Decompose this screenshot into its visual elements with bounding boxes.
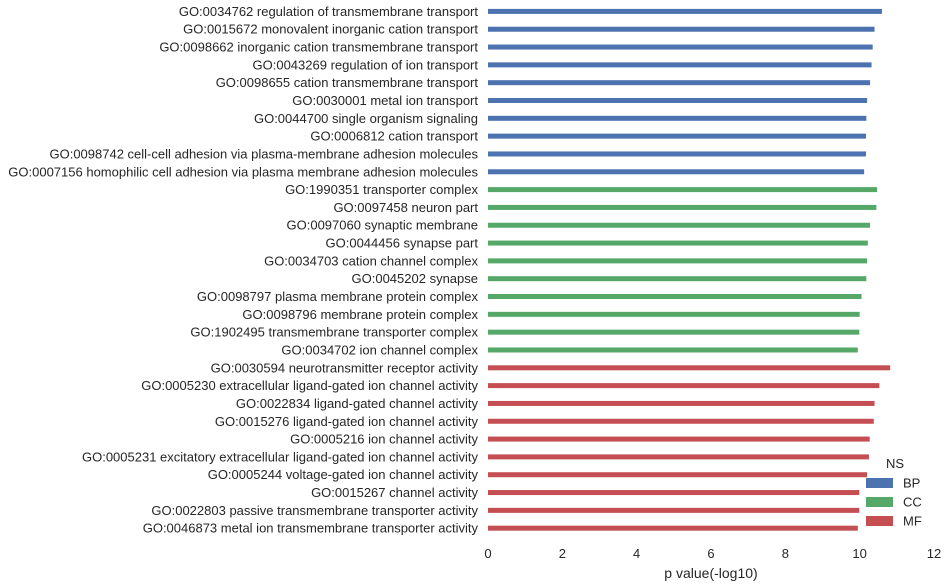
legend-label-mf: MF [903, 514, 922, 529]
x-tick-label: 12 [927, 546, 941, 561]
category-label: GO:0098796 membrane protein complex [242, 307, 478, 322]
category-label: GO:0005231 excitatory extracellular liga… [82, 449, 479, 464]
bar-bp [488, 80, 871, 86]
x-tick-label: 10 [852, 546, 866, 561]
bar-mf [488, 400, 875, 406]
bar-cc [488, 276, 867, 282]
bar-cc [488, 329, 860, 335]
category-label: GO:0022834 ligand-gated channel activity [236, 396, 479, 411]
bar-mf [488, 507, 860, 513]
x-tick-label: 0 [484, 546, 491, 561]
category-label: GO:0015672 monovalent inorganic cation t… [183, 22, 478, 37]
bar-bp [488, 151, 866, 157]
x-tick-label: 2 [559, 546, 566, 561]
bar-cc [488, 258, 868, 264]
bar-bp [488, 8, 882, 14]
bar-bp [488, 26, 875, 32]
bar-mf [488, 472, 868, 478]
legend-items: BP CC MF [866, 476, 922, 529]
category-label: GO:0005230 extracellular ligand-gated io… [141, 378, 478, 393]
bar-cc [488, 204, 877, 210]
category-label: GO:0097060 synaptic membrane [287, 218, 479, 233]
bar-bp [488, 62, 872, 68]
category-label: GO:0015276 ligand-gated ion channel acti… [215, 414, 479, 429]
category-label: GO:0030001 metal ion transport [292, 93, 478, 108]
legend-title: NS [886, 456, 904, 471]
category-label: GO:0034762 regulation of transmembrane t… [179, 4, 479, 19]
bar-mf [488, 418, 874, 424]
category-label: GO:0044700 single organism signaling [254, 111, 478, 126]
category-label: GO:0098742 cell-cell adhesion via plasma… [49, 146, 478, 161]
category-label: GO:0034702 ion channel complex [281, 342, 478, 357]
category-label: GO:0044456 synapse part [326, 236, 479, 251]
category-label: GO:0098797 plasma membrane protein compl… [197, 289, 479, 304]
bar-cc [488, 240, 868, 246]
bar-mf [488, 454, 869, 460]
legend: NS BP CC MF [866, 456, 922, 529]
x-axis-ticks: 0 2 4 6 8 10 12 [484, 546, 941, 561]
category-label: GO:1902495 transmembrane transporter com… [190, 325, 478, 340]
legend-label-bp: BP [903, 476, 920, 491]
category-label: GO:0098662 inorganic cation transmembran… [159, 40, 478, 55]
bar-mf [488, 365, 891, 371]
bar-cc [488, 347, 858, 353]
bar-mf [488, 490, 860, 496]
category-label: GO:1990351 transporter complex [285, 182, 478, 197]
category-label: GO:0098655 cation transmembrane transpor… [216, 75, 479, 90]
category-label: GO:0043269 regulation of ion transport [253, 57, 479, 72]
category-label: GO:0045202 synapse [352, 271, 478, 286]
category-label: GO:0046873 metal ion transmembrane trans… [143, 521, 479, 536]
legend-swatch-cc [866, 497, 893, 507]
legend-swatch-bp [866, 478, 893, 488]
bar-cc [488, 187, 878, 193]
bar-cc [488, 294, 862, 300]
bar-bp [488, 98, 868, 103]
x-tick-label: 8 [782, 546, 789, 561]
category-label: GO:0007156 homophilic cell adhesion via … [8, 164, 478, 179]
bar-bp [488, 44, 873, 50]
category-label: GO:0005216 ion channel activity [290, 432, 478, 447]
category-labels: GO:0034762 regulation of transmembrane t… [8, 4, 478, 536]
category-label: GO:0015267 channel activity [311, 485, 478, 500]
category-label: GO:0097458 neuron part [333, 200, 478, 215]
bar-bp [488, 115, 867, 121]
bar-cc [488, 222, 871, 228]
category-label: GO:0030594 neurotransmitter receptor act… [211, 360, 479, 375]
category-label: GO:0006812 cation transport [310, 129, 478, 144]
bar-bp [488, 133, 866, 139]
legend-swatch-mf [866, 516, 893, 526]
category-label: GO:0034703 cation channel complex [264, 253, 478, 268]
x-tick-label: 4 [633, 546, 640, 561]
bar-bp [488, 169, 865, 175]
x-tick-label: 6 [707, 546, 714, 561]
bar-mf [488, 436, 870, 442]
bar-mf [488, 383, 880, 389]
bar-cc [488, 311, 860, 317]
legend-label-cc: CC [903, 495, 922, 510]
x-axis-label: p value(-log10) [664, 565, 757, 581]
category-label: GO:0005244 voltage-gated ion channel act… [208, 467, 479, 482]
bars-group [488, 8, 891, 531]
category-label: GO:0022803 passive transmembrane transpo… [151, 503, 478, 518]
bar-mf [488, 525, 858, 531]
